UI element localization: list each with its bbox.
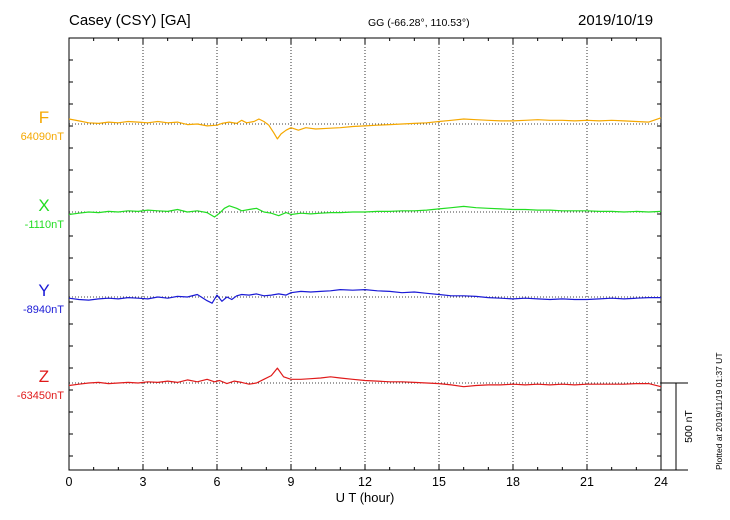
x-tick-label: 0 <box>66 475 73 489</box>
series-name-x: X <box>38 196 49 215</box>
series-line-z <box>68 367 662 388</box>
series-baseline-label-f: 64090nT <box>21 131 65 143</box>
series-baseline-label-x: -1110nT <box>25 219 65 231</box>
plotted-timestamp: Plotted at 2019/11/19 01:37 UT <box>714 352 724 470</box>
x-tick-label: 15 <box>432 475 446 489</box>
x-tick-label: 21 <box>580 475 594 489</box>
series-name-f: F <box>39 108 49 127</box>
series-line-f <box>68 117 662 140</box>
x-tick-label: 9 <box>288 475 295 489</box>
scale-bar-label: 500 nT <box>683 410 695 443</box>
series-line-y <box>68 289 661 304</box>
date-label: 2019/10/19 <box>578 12 654 29</box>
station-title: Casey (CSY) [GA] <box>69 12 191 29</box>
series-baseline-label-y: -8940nT <box>23 304 64 316</box>
series-name-z: Z <box>39 367 49 386</box>
x-tick-label: 6 <box>214 475 221 489</box>
x-tick-label: 3 <box>140 475 147 489</box>
series-name-y: Y <box>38 281 49 300</box>
x-tick-label: 24 <box>654 475 668 489</box>
x-tick-label: 12 <box>358 475 372 489</box>
x-axis-label: U T (hour) <box>336 490 395 505</box>
coordinates-label: GG (-66.28°, 110.53°) <box>368 17 470 29</box>
series-baseline-label-z: -63450nT <box>17 390 64 402</box>
x-tick-label: 18 <box>506 475 520 489</box>
series-line-x <box>68 205 662 218</box>
